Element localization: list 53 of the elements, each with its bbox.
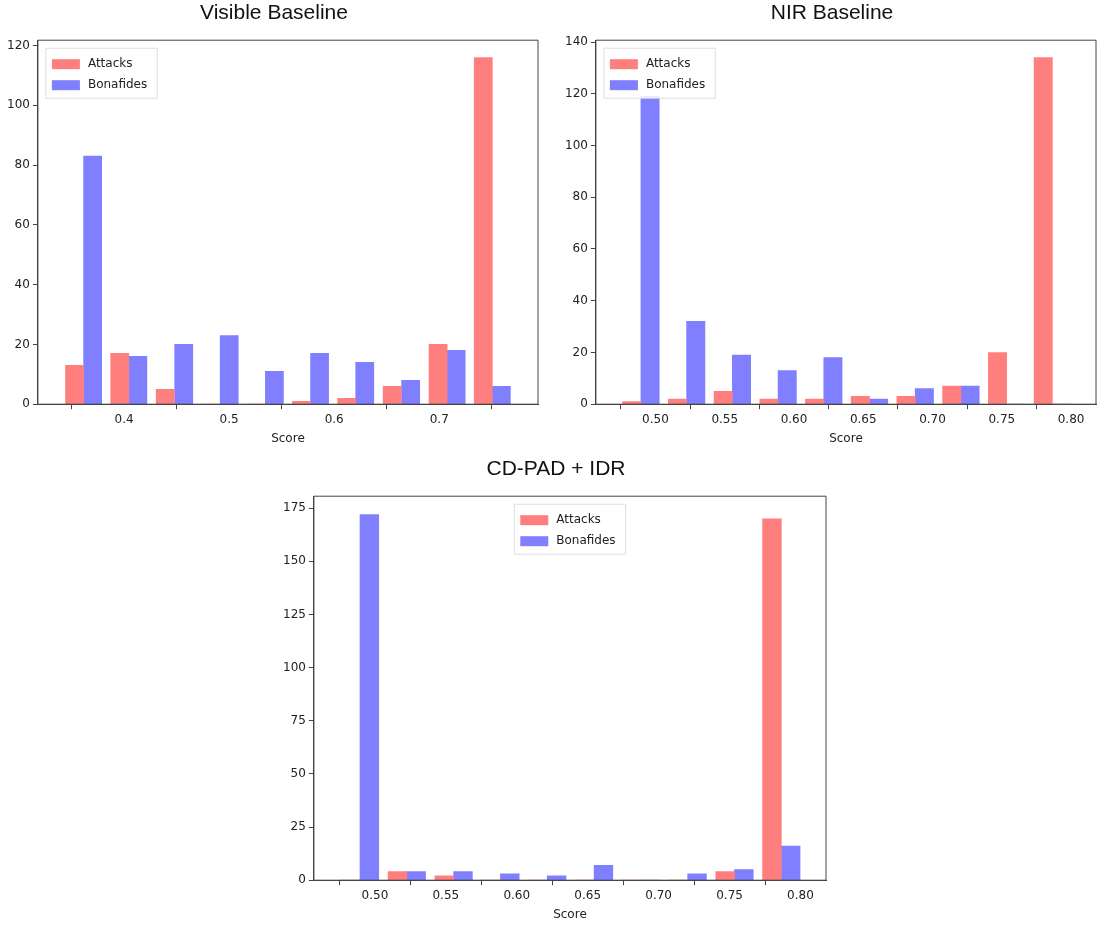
y-tick-label: 80: [14, 157, 30, 172]
chart-title: NIR Baseline: [769, 0, 895, 25]
x-tick-label: 0.50: [642, 411, 669, 426]
y-tick-label: 120: [7, 37, 30, 52]
legend-label: Bonafides: [556, 533, 616, 548]
x-axis-title: Score: [829, 430, 863, 445]
x-tick-label: 0.65: [849, 411, 877, 426]
x-tick-label: 0.80: [787, 887, 814, 902]
y-tick-label: 0: [298, 872, 306, 887]
y-tick-label: 0: [22, 396, 30, 411]
x-axis-title: Score: [271, 430, 305, 445]
chart-title: CD-PAD + IDR: [485, 456, 627, 481]
x-tick-label: 0.55: [432, 887, 460, 902]
x-tick-label: 0.70: [645, 887, 672, 902]
x-tick-label: 0.55: [711, 411, 739, 426]
x-tick-label: 0.75: [716, 887, 743, 902]
y-tick-label: 60: [572, 241, 588, 256]
chart-title: Visible Baseline: [199, 0, 349, 25]
y-tick-label: 75: [290, 712, 306, 727]
y-tick-label: 40: [572, 292, 588, 307]
x-tick-label: 0.80: [1057, 411, 1085, 426]
x-tick-label: 0.6: [324, 411, 344, 426]
y-tick-label: 40: [14, 276, 30, 291]
y-tick-label: 0: [580, 396, 588, 411]
x-tick-label: 0.70: [919, 411, 946, 426]
y-tick-label: 100: [7, 97, 30, 112]
x-tick-label: 0.65: [574, 887, 602, 902]
x-tick-label: 0.60: [780, 411, 808, 426]
y-tick-label: 60: [14, 217, 30, 232]
y-tick-label: 120: [565, 85, 588, 100]
y-tick-label: 80: [572, 189, 588, 204]
y-tick-label: 125: [283, 606, 306, 621]
y-tick-label: 100: [565, 137, 588, 152]
y-tick-label: 175: [283, 500, 306, 515]
y-tick-label: 150: [283, 553, 306, 568]
x-tick-label: 0.50: [361, 887, 389, 902]
x-tick-label: 0.4: [114, 411, 134, 426]
x-tick-label: 0.75: [988, 411, 1016, 426]
legend-label: Bonafides: [87, 77, 148, 92]
x-tick-label: 0.5: [219, 411, 239, 426]
legend-label: Bonafides: [645, 77, 706, 92]
y-tick-label: 20: [14, 336, 30, 351]
legend-label: Attacks: [645, 56, 691, 71]
legend-label: Attacks: [556, 512, 601, 527]
y-tick-label: 100: [283, 659, 306, 674]
x-tick-label: 0.7: [429, 411, 449, 426]
x-tick-label: 0.60: [503, 887, 531, 902]
legend-label: Attacks: [87, 56, 133, 71]
y-tick-label: 140: [565, 34, 588, 49]
y-tick-label: 50: [290, 766, 306, 781]
y-tick-label: 25: [290, 819, 306, 834]
x-axis-title: Score: [553, 906, 587, 921]
y-tick-label: 20: [572, 344, 588, 359]
